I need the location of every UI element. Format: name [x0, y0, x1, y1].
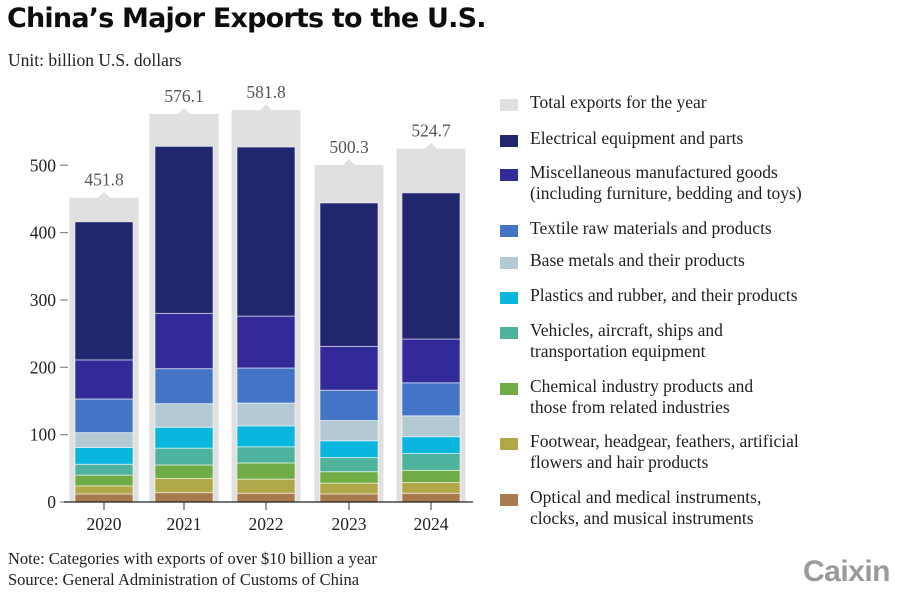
legend-item: Optical and medical instruments, clocks,…: [500, 487, 761, 529]
bar-segment: [154, 145, 214, 314]
total-value-label: 451.8: [84, 170, 124, 190]
bar-segment: [154, 368, 214, 405]
bar-segment: [74, 359, 134, 400]
bar-segment: [401, 492, 461, 503]
x-tick-label: 2023: [332, 514, 367, 534]
legend-item: Plastics and rubber, and their products: [500, 285, 798, 306]
bar-segment: [236, 367, 296, 404]
source-note: Source: General Administration of Custom…: [8, 570, 360, 589]
legend-label: Textile raw materials and products: [530, 218, 772, 238]
bar-segment: [236, 492, 296, 503]
bar-segment: [236, 478, 296, 494]
bar-segment: [236, 446, 296, 464]
bar-segment: [154, 312, 214, 370]
bar-segment: [236, 402, 296, 427]
bar-segment: [154, 447, 214, 466]
bar-segment: [154, 477, 214, 494]
bar-segment: [401, 453, 461, 471]
bar-segment: [154, 492, 214, 503]
bar-segment: [401, 481, 461, 494]
legend-swatch: [500, 99, 518, 111]
bar-segment: [319, 345, 379, 391]
bar-segment: [401, 415, 461, 438]
bar-segment: [319, 482, 379, 495]
caixin-logo: Caixin: [802, 555, 891, 588]
bar-segment: [401, 338, 461, 384]
legend-swatch: [500, 257, 518, 269]
total-value-label: 524.7: [411, 121, 451, 141]
legend-label: Plastics and rubber, and their products: [530, 285, 798, 305]
bar-segment: [74, 432, 134, 448]
legend-swatch: [500, 225, 518, 237]
legend-label: Optical and medical instruments, clocks,…: [530, 487, 762, 528]
bar-segment: [154, 403, 214, 428]
total-value-label: 500.3: [329, 137, 369, 157]
bar-segment: [401, 469, 461, 483]
y-tick-label: 500: [30, 155, 57, 175]
bar-segment: [319, 493, 379, 503]
legend-item: Vehicles, aircraft, ships and transporta…: [500, 320, 723, 362]
bar-segment: [319, 389, 379, 422]
bar-segment: [236, 462, 296, 480]
bar-segment: [319, 202, 379, 347]
bar-segment: [401, 436, 461, 455]
bar-segment: [319, 420, 379, 442]
legend-swatch: [500, 169, 518, 181]
bar-segment: [236, 146, 296, 317]
x-tick-label: 2024: [414, 514, 449, 534]
legend-label: Miscellaneous manufactured goods (includ…: [530, 162, 802, 203]
chart-title: China’s Major Exports to the U.S.: [7, 3, 486, 34]
bar-segment: [74, 485, 134, 495]
x-tick-label: 2022: [249, 514, 284, 534]
bar-segment: [319, 440, 379, 459]
legend-swatch: [500, 383, 518, 395]
chart-footer: Note: Categories with exports of over $1…: [8, 548, 377, 590]
y-tick-label: 0: [47, 492, 56, 512]
legend-item: Total exports for the year: [500, 92, 707, 113]
bar-segment: [319, 457, 379, 473]
legend-label: Electrical equipment and parts: [530, 128, 744, 148]
legend-label: Base metals and their products: [530, 250, 745, 270]
legend-swatch: [500, 494, 518, 506]
bar-segment: [401, 382, 461, 417]
x-tick-label: 2020: [87, 514, 122, 534]
legend-item: Electrical equipment and parts: [500, 128, 743, 149]
y-tick-label: 300: [30, 290, 57, 310]
legend-swatch: [500, 292, 518, 304]
bar-segment: [74, 474, 134, 487]
legend-swatch: [500, 135, 518, 147]
legend-item: Base metals and their products: [500, 250, 745, 271]
total-value-label: 581.8: [246, 82, 286, 102]
bar-segment: [319, 471, 379, 484]
bar-segment: [74, 221, 134, 361]
chart-subtitle: Unit: billion U.S. dollars: [8, 50, 182, 70]
bar-segment: [74, 446, 134, 465]
y-tick-label: 100: [30, 425, 57, 445]
legend-item: Chemical industry products and those fro…: [500, 376, 753, 418]
legend-label: Total exports for the year: [530, 92, 707, 112]
y-tick-label: 400: [30, 223, 57, 243]
bar-segment: [74, 398, 134, 434]
total-value-label: 576.1: [164, 86, 203, 106]
bar-segment: [154, 426, 214, 449]
y-tick-label: 200: [30, 357, 57, 377]
bar-segment: [236, 425, 296, 448]
x-tick-label: 2021: [167, 514, 202, 534]
legend-item: Textile raw materials and products: [500, 218, 772, 239]
bar-segment: [74, 463, 134, 476]
legend-item: Miscellaneous manufactured goods (includ…: [500, 162, 802, 204]
bar-segment: [236, 315, 296, 369]
footnote: Note: Categories with exports of over $1…: [8, 549, 377, 568]
bar-segment: [74, 493, 134, 503]
legend-swatch: [500, 438, 518, 450]
legend-item: Footwear, headgear, feathers, artificial…: [500, 431, 799, 473]
legend-label: Vehicles, aircraft, ships and transporta…: [530, 320, 723, 361]
legend-label: Footwear, headgear, feathers, artificial…: [530, 431, 799, 472]
bar-segment: [154, 464, 214, 479]
legend-label: Chemical industry products and those fro…: [530, 376, 754, 417]
legend-swatch: [500, 327, 518, 339]
bar-segment: [401, 192, 461, 340]
